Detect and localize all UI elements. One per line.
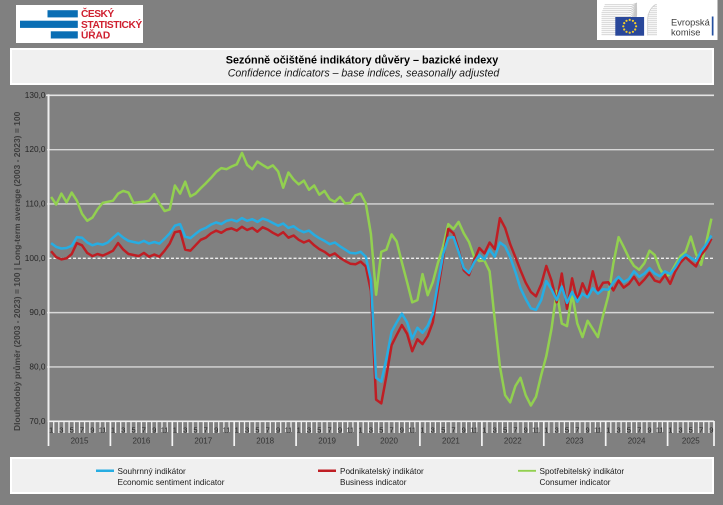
- svg-text:9: 9: [276, 426, 280, 435]
- svg-text:3: 3: [183, 426, 187, 435]
- svg-text:7: 7: [266, 426, 270, 435]
- svg-text:2022: 2022: [504, 437, 522, 446]
- svg-text:80,0: 80,0: [29, 362, 46, 372]
- svg-text:1: 1: [420, 426, 424, 435]
- svg-text:9: 9: [214, 426, 218, 435]
- svg-text:ČESKÝ: ČESKÝ: [81, 7, 114, 20]
- svg-text:7: 7: [699, 426, 703, 435]
- svg-text:1: 1: [49, 426, 53, 435]
- svg-text:5: 5: [379, 426, 383, 435]
- svg-text:120,0: 120,0: [25, 144, 46, 154]
- svg-text:110,0: 110,0: [25, 199, 46, 209]
- svg-text:komise: komise: [671, 28, 700, 38]
- svg-text:7: 7: [80, 426, 84, 435]
- svg-text:2017: 2017: [194, 437, 212, 446]
- svg-text:1: 1: [173, 426, 177, 435]
- svg-text:9: 9: [400, 426, 404, 435]
- svg-text:3: 3: [678, 426, 682, 435]
- svg-text:Spotřebitelský indikátor: Spotřebitelský indikátor: [540, 467, 625, 476]
- svg-text:3: 3: [369, 426, 373, 435]
- svg-text:9: 9: [647, 426, 651, 435]
- svg-text:11: 11: [656, 426, 664, 435]
- svg-text:7: 7: [142, 426, 146, 435]
- svg-text:9: 9: [524, 426, 528, 435]
- svg-text:9: 9: [709, 426, 713, 435]
- svg-text:3: 3: [493, 426, 497, 435]
- svg-text:3: 3: [431, 426, 435, 435]
- svg-text:3: 3: [307, 426, 311, 435]
- svg-text:11: 11: [408, 426, 416, 435]
- svg-text:7: 7: [389, 426, 393, 435]
- svg-text:7: 7: [575, 426, 579, 435]
- svg-text:1: 1: [358, 426, 362, 435]
- svg-text:1: 1: [668, 426, 672, 435]
- svg-text:11: 11: [470, 426, 478, 435]
- svg-text:3: 3: [555, 426, 559, 435]
- svg-text:STATISTICKÝ: STATISTICKÝ: [81, 18, 142, 31]
- svg-text:2016: 2016: [133, 437, 151, 446]
- svg-text:1: 1: [544, 426, 548, 435]
- svg-text:1: 1: [297, 426, 301, 435]
- svg-text:Evropská: Evropská: [671, 17, 711, 27]
- svg-text:7: 7: [513, 426, 517, 435]
- svg-text:1: 1: [235, 426, 239, 435]
- svg-text:3: 3: [59, 426, 63, 435]
- svg-text:5: 5: [70, 426, 74, 435]
- svg-text:5: 5: [193, 426, 197, 435]
- svg-text:5: 5: [565, 426, 569, 435]
- svg-text:2023: 2023: [566, 437, 584, 446]
- svg-text:2019: 2019: [318, 437, 336, 446]
- svg-text:9: 9: [152, 426, 156, 435]
- svg-text:ÚŘAD: ÚŘAD: [81, 29, 110, 42]
- svg-text:7: 7: [204, 426, 208, 435]
- svg-text:2024: 2024: [628, 437, 646, 446]
- svg-text:70,0: 70,0: [29, 416, 46, 426]
- svg-text:Podnikatelský indikátor: Podnikatelský indikátor: [340, 467, 424, 476]
- svg-text:5: 5: [689, 426, 693, 435]
- svg-text:5: 5: [255, 426, 259, 435]
- svg-text:Economic sentiment indicator: Economic sentiment indicator: [118, 478, 225, 487]
- svg-text:11: 11: [594, 426, 602, 435]
- svg-text:1: 1: [606, 426, 610, 435]
- svg-text:5: 5: [627, 426, 631, 435]
- svg-text:2020: 2020: [380, 437, 398, 446]
- svg-text:2015: 2015: [71, 437, 89, 446]
- svg-text:1: 1: [111, 426, 115, 435]
- svg-text:5: 5: [317, 426, 321, 435]
- svg-text:3: 3: [616, 426, 620, 435]
- svg-text:Dlouhodobý průměr (2003 - 2023: Dlouhodobý průměr (2003 - 2023) = 100 | …: [12, 111, 22, 431]
- svg-text:Sezónně očištěné indikátory dů: Sezónně očištěné indikátory důvěry – baz…: [226, 55, 498, 67]
- svg-text:11: 11: [532, 426, 540, 435]
- svg-text:9: 9: [462, 426, 466, 435]
- svg-text:11: 11: [161, 426, 169, 435]
- svg-text:Confidence indicators – base i: Confidence indicators – base indices, se…: [228, 67, 501, 79]
- svg-text:Business indicator: Business indicator: [340, 478, 407, 487]
- svg-text:11: 11: [223, 426, 231, 435]
- svg-text:100,0: 100,0: [25, 253, 46, 263]
- svg-text:7: 7: [451, 426, 455, 435]
- svg-text:9: 9: [338, 426, 342, 435]
- svg-text:5: 5: [441, 426, 445, 435]
- svg-text:9: 9: [90, 426, 94, 435]
- svg-text:3: 3: [245, 426, 249, 435]
- svg-text:Souhrnný indikátor: Souhrnný indikátor: [118, 467, 187, 476]
- svg-text:11: 11: [99, 426, 107, 435]
- svg-text:7: 7: [637, 426, 641, 435]
- svg-text:1: 1: [482, 426, 486, 435]
- svg-text:90,0: 90,0: [29, 307, 46, 317]
- svg-text:2018: 2018: [256, 437, 274, 446]
- svg-text:9: 9: [585, 426, 589, 435]
- svg-text:Consumer indicator: Consumer indicator: [540, 478, 611, 487]
- svg-text:5: 5: [131, 426, 135, 435]
- svg-text:130,0: 130,0: [25, 90, 46, 100]
- svg-text:11: 11: [284, 426, 292, 435]
- svg-text:2025: 2025: [682, 437, 700, 446]
- svg-text:11: 11: [346, 426, 354, 435]
- svg-text:5: 5: [503, 426, 507, 435]
- svg-text:7: 7: [328, 426, 332, 435]
- svg-text:2021: 2021: [442, 437, 460, 446]
- svg-text:3: 3: [121, 426, 125, 435]
